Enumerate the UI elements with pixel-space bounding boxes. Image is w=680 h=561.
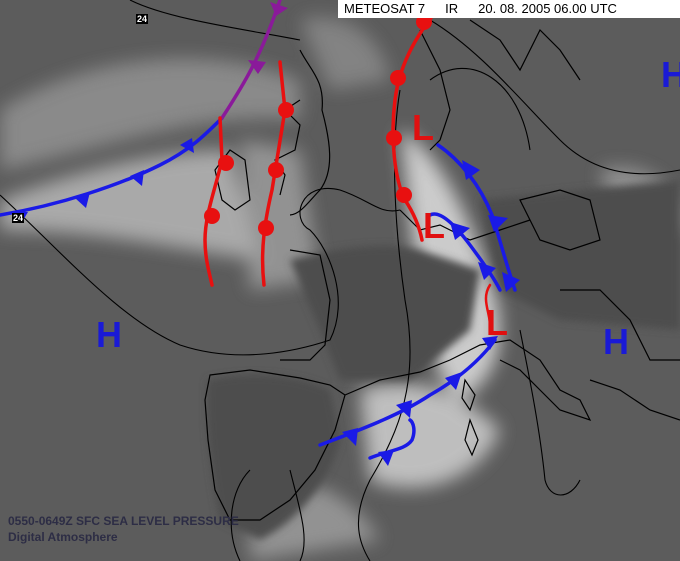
- coastlines: [204, 19, 680, 521]
- channel: IR: [445, 1, 459, 16]
- image-header: METEOSAT 7 IR 20. 08. 2005 06.00 UTC: [338, 0, 680, 18]
- high-pressure-label: H: [661, 54, 680, 95]
- warm-front: [203, 116, 224, 287]
- isobar: [429, 67, 531, 151]
- isobar: [0, 187, 401, 356]
- warm-front-dots: [204, 14, 432, 236]
- cold-front: [436, 143, 517, 292]
- fronts: [0, 0, 520, 466]
- land: [207, 180, 680, 540]
- satellite-name: METEOSAT 7: [344, 1, 426, 16]
- high-pressure-label: H: [603, 321, 629, 362]
- cold-front: [0, 116, 224, 217]
- isobar: [289, 469, 305, 561]
- high-pressure-label: H: [96, 314, 122, 355]
- isobar: [230, 469, 251, 561]
- occluded-front: [220, 0, 282, 120]
- cold-front: [428, 212, 502, 292]
- cold-front-triangles: [342, 160, 520, 466]
- isobar-label: 24: [12, 213, 25, 223]
- isobar: [429, 19, 680, 175]
- warm-front: [484, 283, 492, 332]
- product-caption: 0550-0649Z SFC SEA LEVEL PRESSURE: [8, 514, 239, 528]
- isobar: [129, 0, 301, 41]
- low-pressure-label: L: [486, 302, 508, 343]
- isobar: [357, 89, 411, 561]
- credit-caption: Digital Atmosphere: [8, 530, 118, 544]
- low-pressure-label: L: [412, 107, 434, 148]
- low-pressure-label: L: [423, 205, 445, 246]
- isobar-label: 24: [136, 14, 149, 24]
- datetime: 20. 08. 2005 06.00 UTC: [478, 1, 617, 16]
- isobar: [519, 329, 581, 496]
- warm-front: [260, 60, 287, 287]
